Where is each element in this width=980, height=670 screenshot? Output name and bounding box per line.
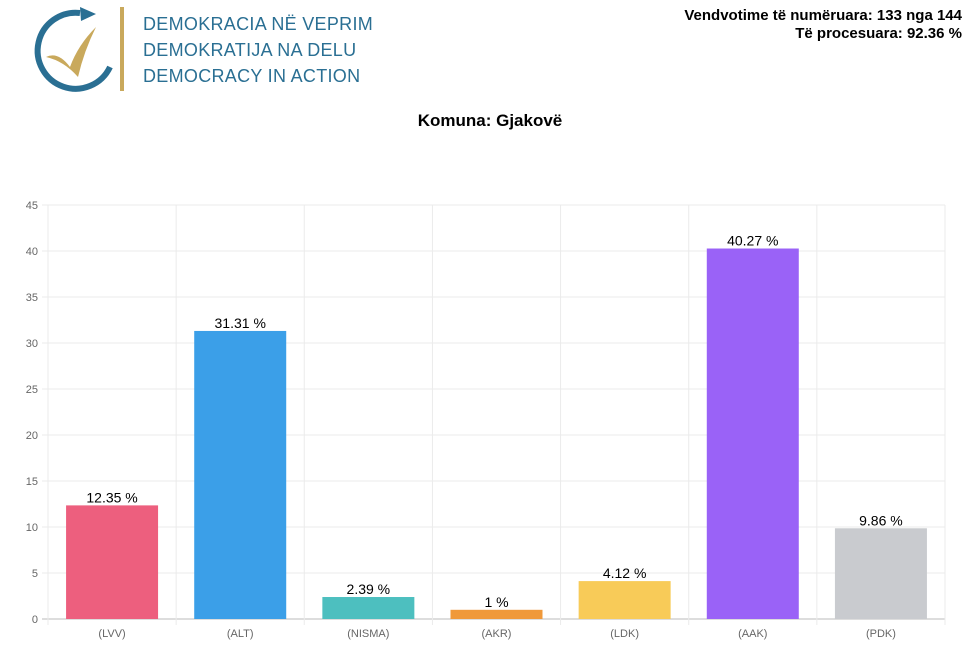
y-tick-label: 45 [26, 200, 38, 212]
x-tick-label: (LVV) [98, 628, 125, 640]
y-tick-label: 5 [32, 568, 38, 580]
data-label: 1 % [484, 594, 508, 610]
data-label: 12.35 % [86, 489, 137, 505]
chart-title: Komuna: Gjakovë [417, 111, 563, 130]
data-label: 31.31 % [215, 315, 266, 331]
y-tick-label: 10 [26, 522, 38, 534]
y-tick-label: 0 [32, 614, 38, 626]
x-tick-label: (AKR) [482, 628, 512, 640]
processed-percent: Të procesuara: 92.36 % [795, 25, 962, 42]
y-tick-label: 25 [26, 384, 38, 396]
logo-line-2: DEMOKRATIJA NA DELU [143, 40, 357, 60]
bar-pdk [834, 528, 927, 619]
y-tick-label: 15 [26, 476, 38, 488]
logo-line-3: DEMOCRACY IN ACTION [143, 66, 361, 86]
data-label: 40.27 % [727, 233, 778, 249]
bar-nisma [322, 597, 415, 619]
y-tick-label: 35 [26, 292, 38, 304]
x-tick-label: (PDK) [866, 628, 896, 640]
data-label: 9.86 % [859, 512, 903, 528]
bar-aak [706, 248, 799, 620]
counted-stations: Vendvotime të numëruara: 133 nga 144 [684, 7, 962, 24]
x-tick-label: (ALT) [227, 628, 254, 640]
stats: Vendvotime të numëruara: 133 nga 144 Të … [684, 7, 962, 43]
x-tick-label: (LDK) [610, 628, 639, 640]
logo-emblem-icon [34, 7, 124, 92]
y-tick-label: 30 [26, 338, 38, 350]
bar-ldk [578, 581, 671, 619]
bar-lvv [66, 505, 159, 619]
data-label: 2.39 % [347, 581, 391, 597]
data-label: 4.12 % [603, 565, 647, 581]
bar-alt [194, 330, 287, 619]
y-tick-label: 40 [26, 246, 38, 258]
bar-akr [450, 609, 543, 619]
y-tick-label: 20 [26, 430, 38, 442]
logo-line-1: DEMOKRACIA NË VEPRIM [143, 14, 374, 34]
x-tick-label: (AAK) [738, 628, 767, 640]
x-tick-label: (NISMA) [347, 628, 389, 640]
logo: DEMOKRACIA NË VEPRIM DEMOKRATIJA NA DELU… [18, 5, 438, 95]
